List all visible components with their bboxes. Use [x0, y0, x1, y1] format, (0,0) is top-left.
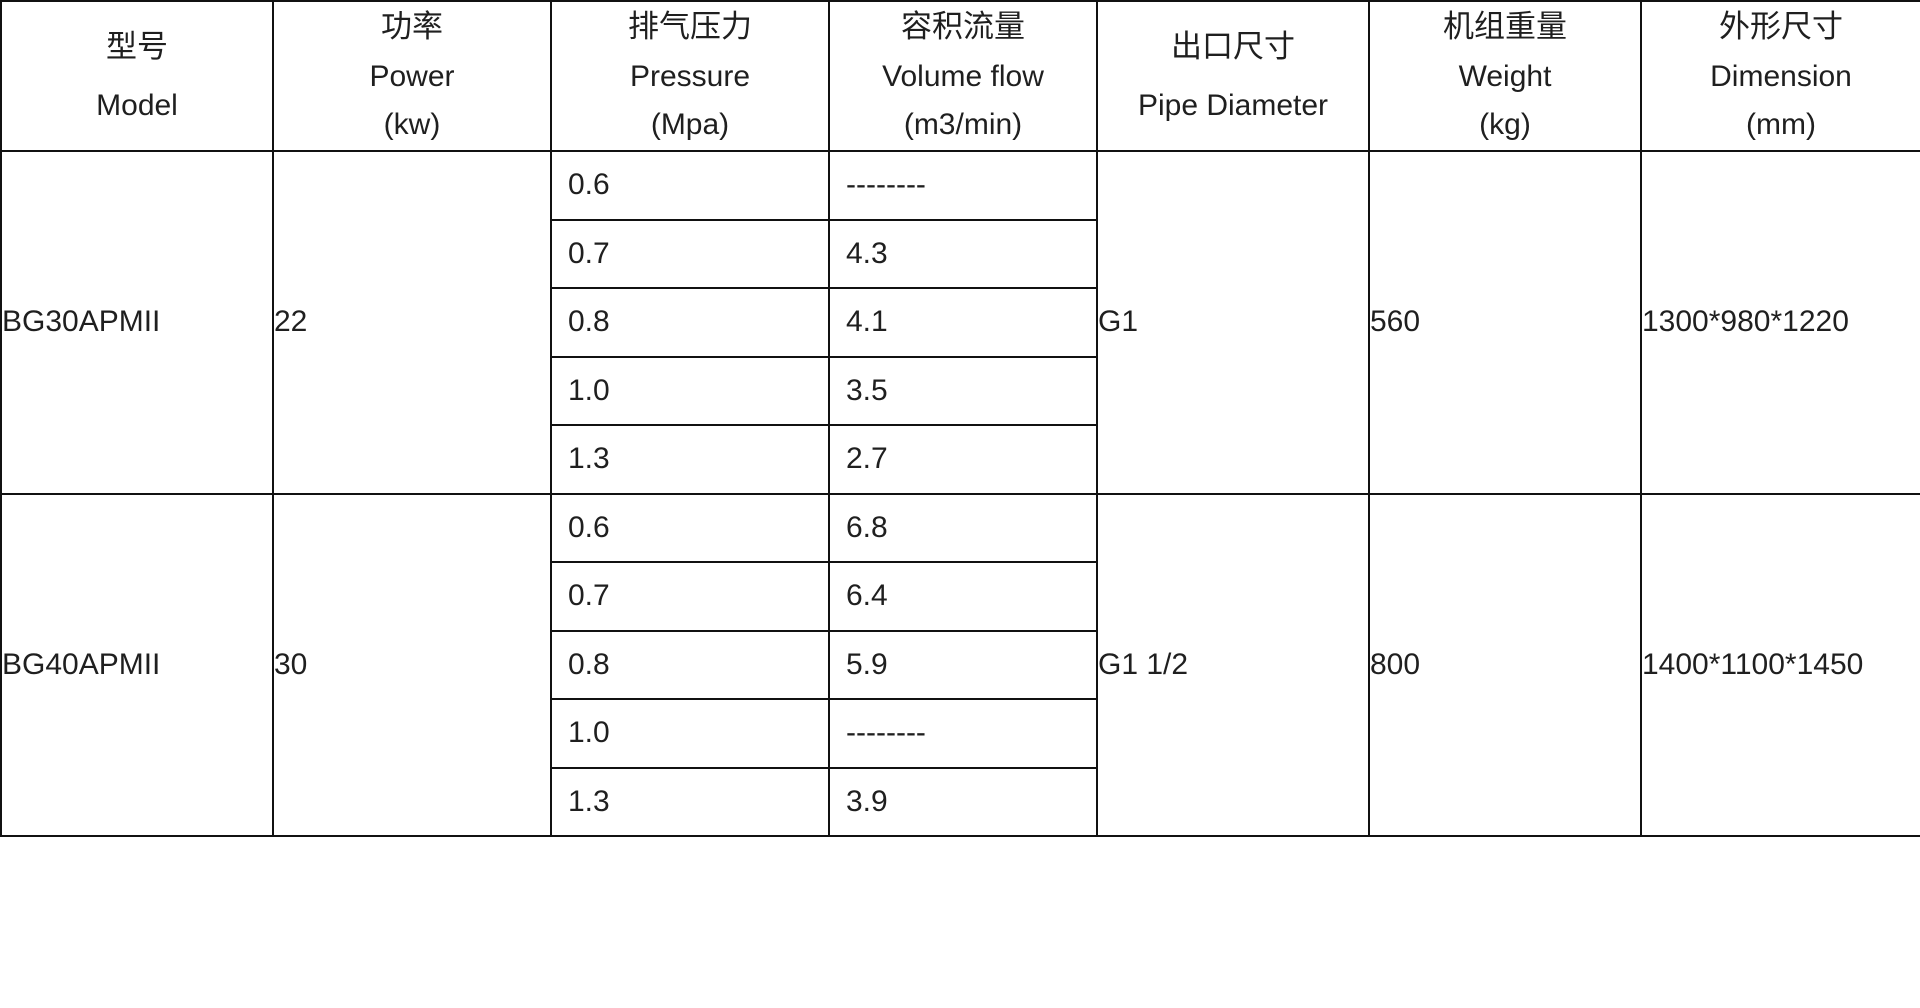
- cell-pressure-value: 0.7: [552, 562, 828, 632]
- column-header-volume-flow: 容积流量 Volume flow (m3/min): [828, 0, 1098, 152]
- cell-volume-flow-value: 4.1: [830, 288, 1096, 358]
- column-header-pipe-diameter-cn: 出口尺寸: [1171, 29, 1295, 65]
- column-header-pressure-unit: (Mpa): [650, 108, 730, 142]
- column-header-model-en: Model: [96, 88, 178, 122]
- column-header-power-unit: (kw): [383, 108, 441, 142]
- column-header-weight: 机组重量 Weight (kg): [1368, 0, 1642, 152]
- cell-model: BG40APMII: [0, 492, 274, 837]
- cell-volume-flow-value: 5.9: [830, 630, 1096, 700]
- column-header-pressure: 排气压力 Pressure (Mpa): [550, 0, 830, 152]
- pressure-subrow: 1.3: [552, 425, 828, 493]
- cell-volume-flow-group: -------- 4.3 4.1 3.5 2.7: [828, 150, 1098, 495]
- volume-flow-subrow: 3.9: [830, 768, 1096, 836]
- column-header-power: 功率 Power (kw): [272, 0, 552, 152]
- cell-pressure-value: 0.8: [552, 630, 828, 700]
- cell-volume-flow-value: 3.5: [830, 356, 1096, 426]
- pressure-subrow: 0.7: [552, 219, 828, 289]
- cell-pipe-diameter: G1: [1096, 150, 1370, 495]
- cell-pressure-group: 0.6 0.7 0.8 1.0 1.3: [550, 492, 830, 837]
- pressure-subrow: 0.8: [552, 288, 828, 358]
- cell-volume-flow-value: 6.4: [830, 562, 1096, 632]
- pressure-subrow: 0.7: [552, 562, 828, 632]
- pressure-subrow: 1.0: [552, 356, 828, 426]
- cell-dimension: 1300*980*1220: [1640, 150, 1920, 495]
- column-header-dimension-unit: (mm): [1746, 108, 1816, 142]
- cell-volume-flow-value: 4.3: [830, 219, 1096, 289]
- cell-pressure-value: 0.7: [552, 219, 828, 289]
- pressure-subrow: 0.8: [552, 630, 828, 700]
- column-header-weight-en: Weight: [1458, 59, 1552, 93]
- column-header-volume-flow-cn: 容积流量: [901, 9, 1025, 45]
- volume-flow-subrow: --------: [830, 152, 1096, 221]
- cell-volume-flow-value: 6.8: [830, 494, 1096, 563]
- cell-pressure-value: 1.3: [568, 784, 610, 818]
- volume-flow-subtable: 6.8 6.4 5.9 -------- 3.9: [830, 494, 1096, 836]
- cell-pressure-value: 1.3: [568, 442, 610, 475]
- cell-pipe-diameter: G1 1/2: [1096, 492, 1370, 837]
- volume-flow-subrow: 6.8: [830, 494, 1096, 563]
- pressure-subrow: 0.6: [552, 152, 828, 221]
- column-header-pressure-cn: 排气压力: [628, 9, 752, 45]
- cell-pressure-value: 0.6: [552, 494, 828, 563]
- column-header-weight-unit: (kg): [1479, 108, 1531, 142]
- cell-pressure-value: 0.6: [552, 152, 828, 221]
- column-header-volume-flow-unit: (m3/min): [903, 108, 1023, 142]
- cell-weight: 800: [1368, 492, 1642, 837]
- volume-flow-subrow: 4.1: [830, 288, 1096, 358]
- pressure-subtable: 0.6 0.7 0.8 1.0 1.3: [552, 152, 828, 493]
- column-header-dimension-en: Dimension: [1710, 59, 1852, 93]
- column-header-model-cn: 型号: [106, 29, 168, 65]
- table-row: BG40APMII 30 0.6 0.7 0.8 1.0 1.3 6.8 6.4…: [0, 492, 1920, 837]
- column-header-dimension: 外形尺寸 Dimension (mm): [1640, 0, 1920, 152]
- cell-model: BG30APMII: [0, 150, 274, 495]
- column-header-volume-flow-en: Volume flow: [882, 59, 1044, 93]
- column-header-power-cn: 功率: [381, 9, 443, 45]
- table-row: BG30APMII 22 0.6 0.7 0.8 1.0 1.3 -------…: [0, 150, 1920, 495]
- cell-dimension: 1400*1100*1450: [1640, 492, 1920, 837]
- cell-weight: 560: [1368, 150, 1642, 495]
- cell-pressure-value: 0.8: [552, 288, 828, 358]
- pressure-subrow: 0.6: [552, 494, 828, 563]
- table-header-row: 型号 Model 功率 Power (kw) 排气压力 Pressure (Mp…: [0, 0, 1920, 152]
- cell-volume-flow-value: --------: [830, 699, 1096, 769]
- volume-flow-subrow: --------: [830, 699, 1096, 769]
- volume-flow-subtable: -------- 4.3 4.1 3.5 2.7: [830, 152, 1096, 493]
- pressure-subrow: 1.0: [552, 699, 828, 769]
- column-header-pipe-diameter-en: Pipe Diameter: [1137, 88, 1329, 122]
- pressure-subtable: 0.6 0.7 0.8 1.0 1.3: [552, 494, 828, 836]
- column-header-model: 型号 Model: [0, 0, 274, 152]
- cell-volume-flow-value: 3.9: [846, 784, 888, 818]
- cell-power: 22: [272, 150, 552, 495]
- volume-flow-subrow: 6.4: [830, 562, 1096, 632]
- cell-pressure-value: 1.0: [552, 356, 828, 426]
- column-header-weight-cn: 机组重量: [1443, 9, 1567, 45]
- column-header-power-en: Power: [369, 59, 455, 93]
- column-header-pipe-diameter: 出口尺寸 Pipe Diameter: [1096, 0, 1370, 152]
- cell-pressure-group: 0.6 0.7 0.8 1.0 1.3: [550, 150, 830, 495]
- column-header-dimension-cn: 外形尺寸: [1719, 9, 1843, 45]
- volume-flow-subrow: 5.9: [830, 630, 1096, 700]
- cell-pressure-value: 1.0: [552, 699, 828, 769]
- column-header-pressure-en: Pressure: [629, 59, 751, 93]
- volume-flow-subrow: 3.5: [830, 356, 1096, 426]
- cell-volume-flow-value: 2.7: [846, 442, 888, 475]
- cell-volume-flow-group: 6.8 6.4 5.9 -------- 3.9: [828, 492, 1098, 837]
- volume-flow-subrow: 2.7: [830, 425, 1096, 493]
- cell-volume-flow-value: --------: [830, 152, 1096, 221]
- volume-flow-subrow: 4.3: [830, 219, 1096, 289]
- specification-table: 型号 Model 功率 Power (kw) 排气压力 Pressure (Mp…: [0, 0, 1920, 837]
- pressure-subrow: 1.3: [552, 768, 828, 836]
- cell-power: 30: [272, 492, 552, 837]
